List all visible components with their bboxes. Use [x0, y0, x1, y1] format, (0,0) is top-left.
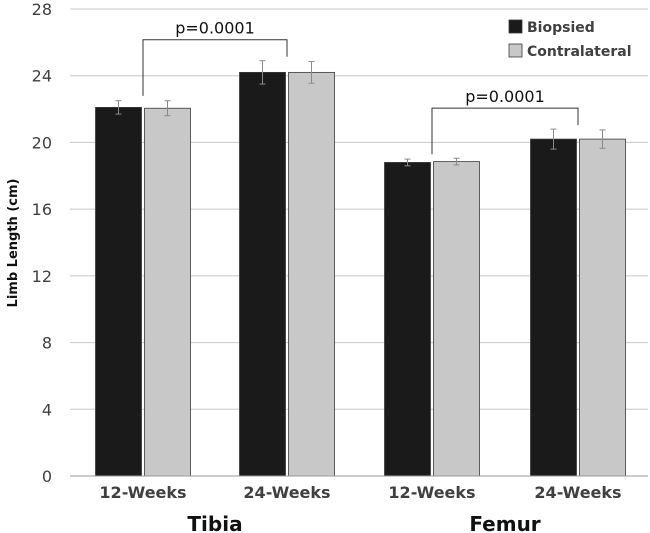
annotations: p=0.0001 p=0.0001	[142, 19, 579, 155]
legend-item: Biopsied	[508, 19, 595, 36]
legend-swatch	[508, 19, 523, 34]
bracket-line	[431, 107, 579, 155]
legend-item: Contralateral	[508, 43, 632, 60]
y-axis-title: Limb Length (cm)	[6, 179, 21, 308]
bar-biopsied	[239, 71, 286, 477]
error-bars	[115, 60, 606, 167]
bars	[95, 71, 626, 477]
error-bar	[550, 128, 557, 150]
bar-biopsied	[95, 107, 142, 477]
group-labels: Tibia Femur	[187, 512, 540, 533]
y-axis-ticks: 0 4 8 12 16 20 24 28	[32, 0, 52, 486]
bar-contralateral	[144, 107, 191, 477]
x-category-label: 24-Weeks	[534, 483, 621, 502]
legend-label: Contralateral	[527, 44, 632, 60]
y-tick-label: 24	[32, 67, 52, 86]
error-bar	[453, 157, 460, 166]
error-bar	[164, 100, 171, 117]
bar-contralateral	[579, 138, 626, 477]
p-value-label: p=0.0001	[175, 19, 255, 38]
y-tick-label: 16	[32, 200, 52, 219]
y-tick-label: 4	[42, 400, 52, 419]
x-axis-categories: 12-Weeks 24-Weeks 12-Weeks 24-Weeks	[99, 483, 621, 502]
error-bar	[599, 129, 606, 149]
x-category-label: 12-Weeks	[388, 483, 475, 502]
bracket-line	[142, 39, 288, 96]
x-category-label: 24-Weeks	[243, 483, 330, 502]
error-bar	[259, 60, 266, 85]
y-tick-label: 28	[32, 0, 52, 19]
x-category-label: 12-Weeks	[99, 483, 186, 502]
group-label: Femur	[469, 512, 540, 533]
significance-bracket: p=0.0001	[431, 87, 579, 155]
y-tick-label: 12	[32, 267, 52, 286]
y-tick-label: 0	[42, 467, 52, 486]
p-value-label: p=0.0001	[465, 87, 545, 106]
y-tick-label: 20	[32, 133, 52, 152]
error-bar	[115, 100, 122, 115]
bar-biopsied	[384, 162, 431, 477]
legend-label: Biopsied	[527, 20, 595, 36]
bar-contralateral	[288, 71, 335, 477]
significance-bracket: p=0.0001	[142, 19, 288, 96]
bar-contralateral	[433, 161, 480, 477]
legend-swatch	[508, 43, 523, 58]
legend: Biopsied Contralateral	[508, 19, 632, 60]
bar-biopsied	[530, 138, 577, 477]
error-bar	[308, 61, 315, 84]
group-label: Tibia	[187, 512, 242, 533]
error-bar	[404, 158, 411, 167]
y-tick-label: 8	[42, 334, 52, 353]
